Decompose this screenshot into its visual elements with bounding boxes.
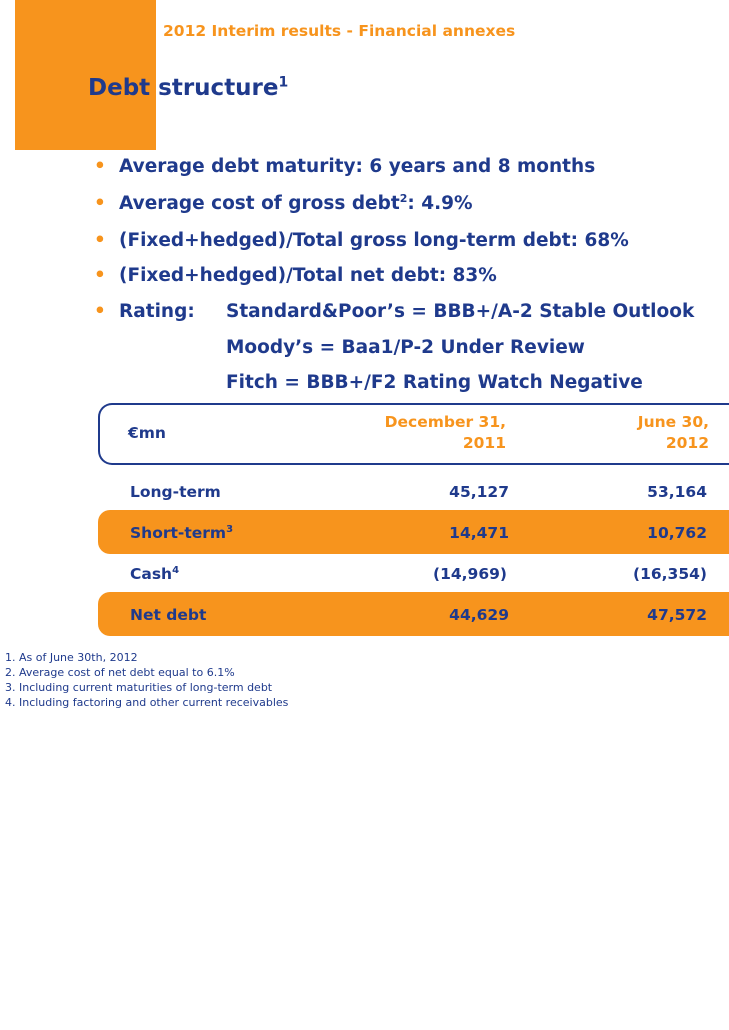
table-cell-value: (14,969) [433, 565, 507, 583]
bullet-dot-icon: • [94, 301, 106, 322]
table-row-label: Short-term3 [130, 524, 233, 542]
bullet-text: Average debt maturity: 6 years and 8 mon… [119, 156, 596, 177]
row-highlight-short-term [98, 510, 729, 554]
column-header-line: June 30, [637, 413, 709, 431]
table-row-label: Cash4 [130, 565, 179, 583]
footnote: 2. Average cost of net debt equal to 6.1… [5, 666, 235, 679]
bullet-dot-icon: • [94, 265, 106, 286]
table-header-frame [98, 403, 729, 465]
table-row-label: Long-term [130, 483, 221, 501]
row-label-text: Short-term [130, 524, 227, 542]
table-cell-value: 44,629 [449, 606, 509, 624]
bullet-footnote: 2 [399, 191, 408, 205]
page-title-text: Debt structure [88, 75, 279, 101]
table-cell-value: (16,354) [633, 565, 707, 583]
row-label-text: Cash [130, 565, 173, 583]
header-title: 2012 Interim results - Financial annexes [163, 22, 516, 40]
table-cell-value: 53,164 [647, 483, 707, 501]
bullet-dot-icon: • [94, 193, 106, 214]
row-footnote: 3 [226, 523, 234, 535]
row-highlight-net-debt [98, 592, 729, 636]
table-unit-label: €mn [128, 424, 166, 442]
footnote: 4. Including factoring and other current… [5, 696, 289, 709]
column-header-dec-2011: December 31, 2011 [385, 412, 506, 454]
bullet-text: (Fixed+hedged)/Total net debt: 83% [119, 265, 497, 286]
row-footnote: 4 [172, 564, 180, 576]
orange-header-block [15, 0, 156, 150]
table-cell-value: 10,762 [647, 524, 707, 542]
bullet-text-part: Average cost of gross debt [119, 193, 400, 214]
bullet-dot-icon: • [94, 156, 106, 177]
table-cell-value: 14,471 [449, 524, 509, 542]
bullet-dot-icon: • [94, 230, 106, 251]
footnote: 3. Including current maturities of long-… [5, 681, 273, 694]
table-cell-value: 47,572 [647, 606, 707, 624]
rating-fitch: Fitch = BBB+/F2 Rating Watch Negative [226, 372, 643, 393]
footnote: 1. As of June 30th, 2012 [5, 651, 138, 664]
table-row-label: Net debt [130, 606, 207, 624]
table-cell-value: 45,127 [449, 483, 509, 501]
bullet-text-part: : 4.9% [407, 193, 473, 214]
bullet-text: Average cost of gross debt2: 4.9% [119, 193, 473, 214]
rating-moodys: Moody’s = Baa1/P-2 Under Review [226, 337, 585, 358]
column-header-line: 2012 [665, 434, 709, 452]
footnotes: 1. As of June 30th, 2012 2. Average cost… [5, 650, 288, 710]
rating-sp: Standard&Poor’s = BBB+/A-2 Stable Outloo… [226, 301, 695, 322]
column-header-jun-2012: June 30, 2012 [638, 412, 709, 454]
bullet-text: (Fixed+hedged)/Total gross long-term deb… [119, 230, 629, 251]
page-title: Debt structure1 [88, 75, 288, 101]
column-header-line: 2011 [462, 434, 506, 452]
rating-label: Rating: [119, 301, 195, 322]
column-header-line: December 31, [384, 413, 506, 431]
page-title-footnote: 1 [278, 74, 289, 91]
